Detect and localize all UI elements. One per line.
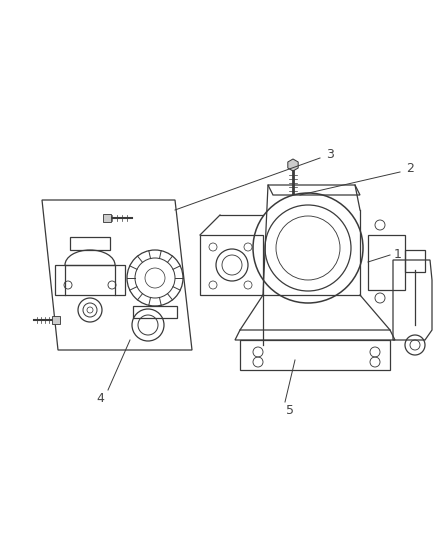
Text: 5: 5 [286, 403, 294, 416]
Text: 3: 3 [326, 149, 334, 161]
Bar [133, 306, 177, 318]
Bar [405, 250, 425, 272]
Polygon shape [288, 159, 298, 171]
Text: 1: 1 [394, 248, 402, 262]
Text: 2: 2 [406, 161, 414, 174]
Text: 4: 4 [96, 392, 104, 405]
Bar [52, 316, 60, 324]
Bar [103, 214, 111, 222]
